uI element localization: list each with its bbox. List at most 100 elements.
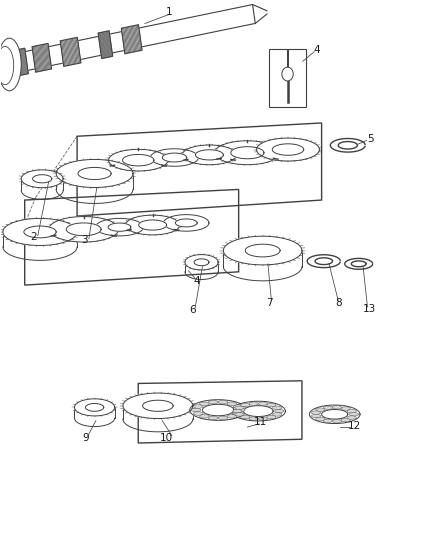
- Polygon shape: [78, 167, 111, 180]
- Polygon shape: [3, 219, 77, 246]
- Polygon shape: [321, 409, 348, 419]
- Ellipse shape: [311, 411, 321, 414]
- Polygon shape: [194, 259, 209, 265]
- Ellipse shape: [267, 415, 276, 419]
- Polygon shape: [195, 150, 223, 160]
- Text: 1: 1: [166, 7, 172, 18]
- Polygon shape: [85, 403, 104, 411]
- Text: 5: 5: [367, 134, 374, 144]
- Polygon shape: [32, 175, 52, 183]
- Polygon shape: [8, 5, 255, 74]
- Ellipse shape: [258, 417, 268, 420]
- Ellipse shape: [233, 405, 243, 408]
- Polygon shape: [95, 219, 144, 236]
- Polygon shape: [13, 48, 28, 76]
- Ellipse shape: [227, 402, 237, 406]
- Polygon shape: [108, 223, 131, 231]
- Ellipse shape: [311, 414, 321, 418]
- Polygon shape: [190, 400, 247, 421]
- Ellipse shape: [272, 406, 282, 409]
- Ellipse shape: [208, 416, 218, 419]
- Ellipse shape: [347, 416, 357, 419]
- Ellipse shape: [332, 419, 342, 423]
- Ellipse shape: [218, 400, 228, 404]
- Polygon shape: [163, 215, 209, 231]
- Text: 7: 7: [266, 297, 272, 308]
- Polygon shape: [182, 145, 237, 165]
- Polygon shape: [74, 399, 115, 416]
- Polygon shape: [185, 255, 218, 270]
- Text: 11: 11: [254, 417, 267, 427]
- Ellipse shape: [272, 413, 282, 416]
- Polygon shape: [231, 147, 264, 159]
- Polygon shape: [309, 405, 360, 424]
- Polygon shape: [121, 25, 142, 54]
- Polygon shape: [215, 141, 280, 165]
- Ellipse shape: [323, 406, 332, 409]
- Ellipse shape: [0, 46, 14, 85]
- Ellipse shape: [240, 415, 250, 419]
- Circle shape: [282, 67, 293, 81]
- Polygon shape: [109, 149, 168, 171]
- Polygon shape: [272, 144, 304, 155]
- Ellipse shape: [349, 413, 359, 416]
- Text: 4: 4: [314, 45, 321, 54]
- Polygon shape: [49, 216, 119, 242]
- Ellipse shape: [227, 415, 237, 418]
- Polygon shape: [315, 258, 332, 264]
- Polygon shape: [351, 261, 366, 266]
- Text: 13: 13: [363, 304, 376, 314]
- Ellipse shape: [341, 418, 350, 422]
- Ellipse shape: [218, 416, 228, 419]
- Ellipse shape: [323, 419, 332, 423]
- Ellipse shape: [235, 406, 244, 409]
- Polygon shape: [338, 142, 357, 149]
- Ellipse shape: [332, 406, 342, 409]
- Polygon shape: [32, 43, 52, 72]
- Ellipse shape: [249, 417, 258, 420]
- Text: 9: 9: [82, 433, 89, 443]
- Ellipse shape: [191, 408, 201, 412]
- Text: 10: 10: [160, 433, 173, 443]
- Ellipse shape: [194, 405, 203, 408]
- Ellipse shape: [316, 417, 325, 421]
- Polygon shape: [151, 149, 198, 166]
- Polygon shape: [66, 223, 101, 236]
- Polygon shape: [244, 406, 273, 416]
- Ellipse shape: [267, 403, 276, 407]
- Polygon shape: [162, 153, 187, 162]
- Polygon shape: [307, 255, 340, 268]
- Polygon shape: [223, 236, 302, 265]
- Polygon shape: [231, 401, 286, 421]
- Polygon shape: [175, 219, 197, 227]
- Polygon shape: [56, 159, 133, 188]
- Ellipse shape: [233, 412, 243, 415]
- Polygon shape: [98, 31, 113, 59]
- Polygon shape: [345, 259, 373, 269]
- Text: 8: 8: [335, 297, 342, 308]
- Polygon shape: [60, 37, 81, 67]
- Ellipse shape: [316, 408, 325, 411]
- Ellipse shape: [200, 402, 209, 406]
- Ellipse shape: [258, 402, 268, 405]
- Polygon shape: [139, 220, 166, 230]
- Ellipse shape: [233, 409, 242, 413]
- Polygon shape: [143, 400, 173, 411]
- Polygon shape: [257, 138, 319, 161]
- Polygon shape: [330, 139, 365, 152]
- Polygon shape: [245, 244, 280, 257]
- Ellipse shape: [235, 408, 245, 412]
- Ellipse shape: [341, 407, 350, 410]
- Polygon shape: [123, 393, 193, 418]
- Polygon shape: [126, 215, 180, 235]
- Polygon shape: [123, 155, 154, 166]
- Ellipse shape: [0, 38, 21, 91]
- Ellipse shape: [347, 409, 357, 413]
- Ellipse shape: [240, 403, 250, 407]
- Text: 3: 3: [81, 236, 88, 246]
- Ellipse shape: [275, 409, 284, 413]
- Polygon shape: [24, 226, 56, 238]
- Text: 6: 6: [190, 305, 196, 315]
- Text: 4: 4: [193, 276, 200, 286]
- Ellipse shape: [208, 400, 218, 404]
